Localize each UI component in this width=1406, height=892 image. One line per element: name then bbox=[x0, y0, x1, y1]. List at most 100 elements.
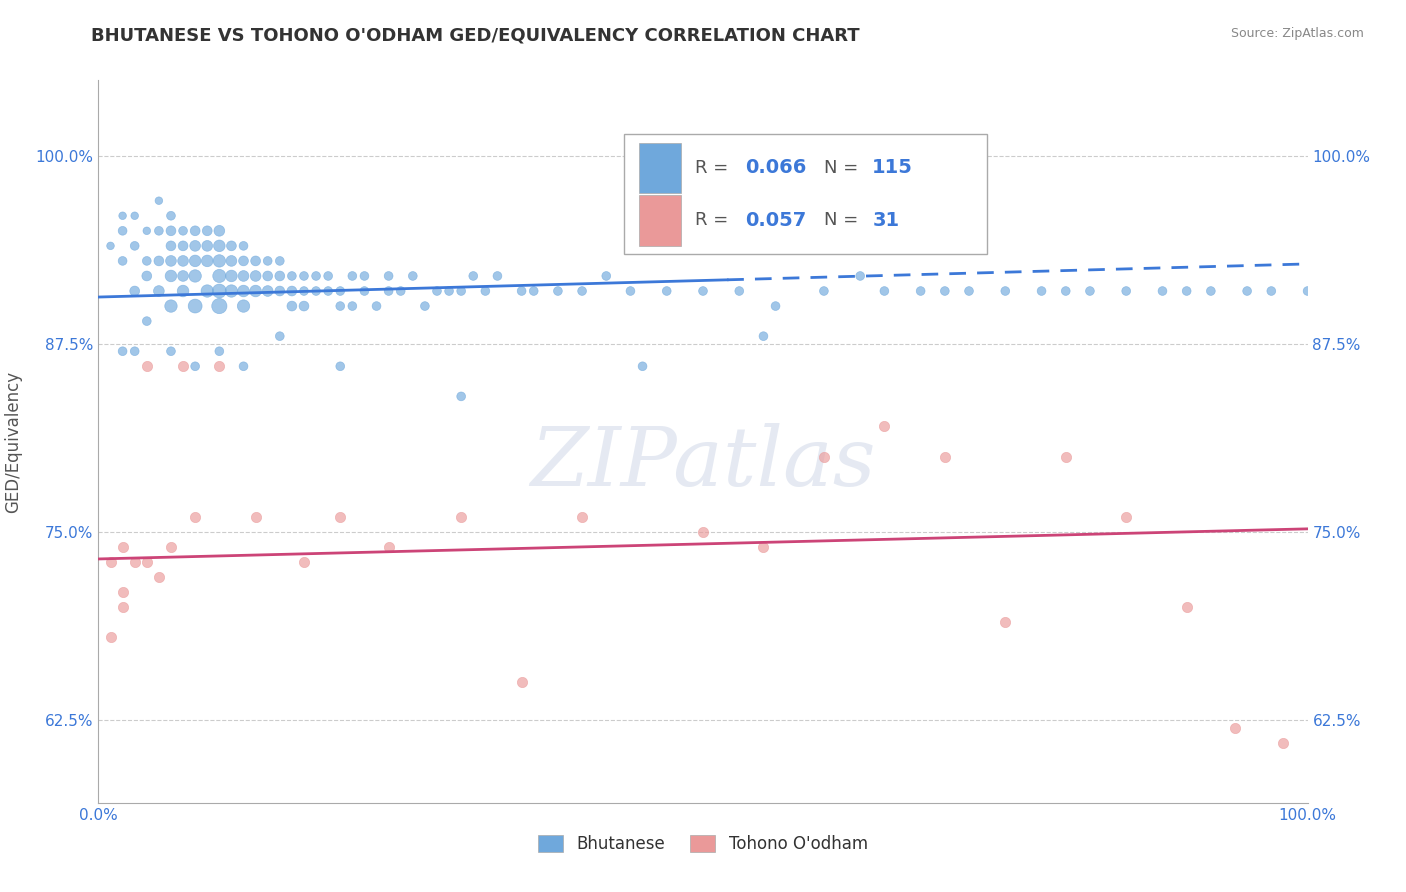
Point bbox=[269, 253, 291, 268]
Point bbox=[135, 555, 157, 569]
Text: 115: 115 bbox=[872, 159, 912, 178]
Point bbox=[148, 194, 170, 208]
Point bbox=[208, 268, 231, 283]
Point bbox=[124, 209, 146, 223]
Point bbox=[208, 224, 231, 238]
Point bbox=[1115, 509, 1137, 524]
Point bbox=[256, 253, 278, 268]
Point bbox=[450, 509, 472, 524]
Text: 0.066: 0.066 bbox=[745, 159, 807, 178]
Point bbox=[1272, 735, 1295, 749]
Point bbox=[402, 268, 425, 283]
Point bbox=[873, 419, 896, 434]
Point bbox=[281, 284, 304, 298]
Point bbox=[232, 359, 254, 374]
Point bbox=[366, 299, 388, 313]
Text: R =: R = bbox=[695, 211, 734, 229]
Point bbox=[571, 509, 593, 524]
Point bbox=[765, 299, 787, 313]
Point bbox=[124, 284, 146, 298]
Point bbox=[135, 268, 157, 283]
Point bbox=[655, 284, 678, 298]
Point bbox=[221, 268, 243, 283]
Point bbox=[160, 239, 183, 253]
Legend: Bhutanese, Tohono O'odham: Bhutanese, Tohono O'odham bbox=[531, 828, 875, 860]
Bar bbox=[638, 195, 682, 245]
Point bbox=[111, 224, 134, 238]
Point bbox=[208, 253, 231, 268]
Point bbox=[1175, 600, 1198, 615]
Point bbox=[208, 299, 231, 313]
Point bbox=[813, 284, 835, 298]
Point bbox=[135, 359, 157, 374]
Point bbox=[232, 268, 254, 283]
Point bbox=[377, 540, 399, 554]
Point bbox=[450, 389, 472, 403]
Point bbox=[245, 509, 267, 524]
Point bbox=[111, 209, 134, 223]
Point bbox=[377, 268, 399, 283]
Point bbox=[160, 224, 183, 238]
Point bbox=[510, 284, 533, 298]
Point bbox=[245, 268, 267, 283]
Point bbox=[813, 450, 835, 464]
Point bbox=[281, 299, 304, 313]
Point bbox=[135, 224, 157, 238]
Point bbox=[195, 253, 218, 268]
Point bbox=[172, 239, 194, 253]
Point bbox=[160, 209, 183, 223]
Point bbox=[571, 284, 593, 298]
Point bbox=[184, 359, 207, 374]
Point bbox=[160, 299, 183, 313]
Point bbox=[342, 299, 364, 313]
Point bbox=[474, 284, 496, 298]
Point bbox=[305, 268, 328, 283]
Point bbox=[547, 284, 569, 298]
Point bbox=[305, 284, 328, 298]
Point bbox=[256, 268, 278, 283]
Point bbox=[353, 284, 375, 298]
Point bbox=[256, 284, 278, 298]
Point bbox=[208, 239, 231, 253]
Point bbox=[111, 600, 134, 615]
Text: R =: R = bbox=[695, 159, 734, 177]
Text: N =: N = bbox=[824, 159, 863, 177]
Point bbox=[232, 284, 254, 298]
Point bbox=[292, 555, 315, 569]
Point bbox=[631, 359, 654, 374]
Point bbox=[208, 359, 231, 374]
Point bbox=[849, 268, 872, 283]
Point bbox=[111, 540, 134, 554]
Point bbox=[619, 284, 641, 298]
Point bbox=[510, 675, 533, 690]
Point bbox=[148, 224, 170, 238]
Point bbox=[329, 284, 352, 298]
Point bbox=[316, 284, 339, 298]
Point bbox=[148, 284, 170, 298]
Point bbox=[426, 284, 449, 298]
Point bbox=[450, 284, 472, 298]
Point bbox=[1054, 284, 1077, 298]
Point bbox=[353, 268, 375, 283]
Point bbox=[172, 359, 194, 374]
Point bbox=[160, 253, 183, 268]
Text: ZIPatlas: ZIPatlas bbox=[530, 423, 876, 503]
Point bbox=[329, 509, 352, 524]
Point bbox=[195, 239, 218, 253]
Point bbox=[100, 239, 122, 253]
Point bbox=[292, 284, 315, 298]
Point bbox=[245, 253, 267, 268]
Point bbox=[160, 268, 183, 283]
Bar bbox=[638, 143, 682, 194]
Point bbox=[221, 284, 243, 298]
Point bbox=[135, 253, 157, 268]
Point bbox=[232, 299, 254, 313]
Point bbox=[413, 299, 436, 313]
Point bbox=[934, 284, 956, 298]
Point bbox=[269, 284, 291, 298]
Point bbox=[873, 284, 896, 298]
Text: 31: 31 bbox=[872, 211, 900, 230]
Point bbox=[269, 268, 291, 283]
Point bbox=[910, 284, 932, 298]
Point bbox=[172, 224, 194, 238]
